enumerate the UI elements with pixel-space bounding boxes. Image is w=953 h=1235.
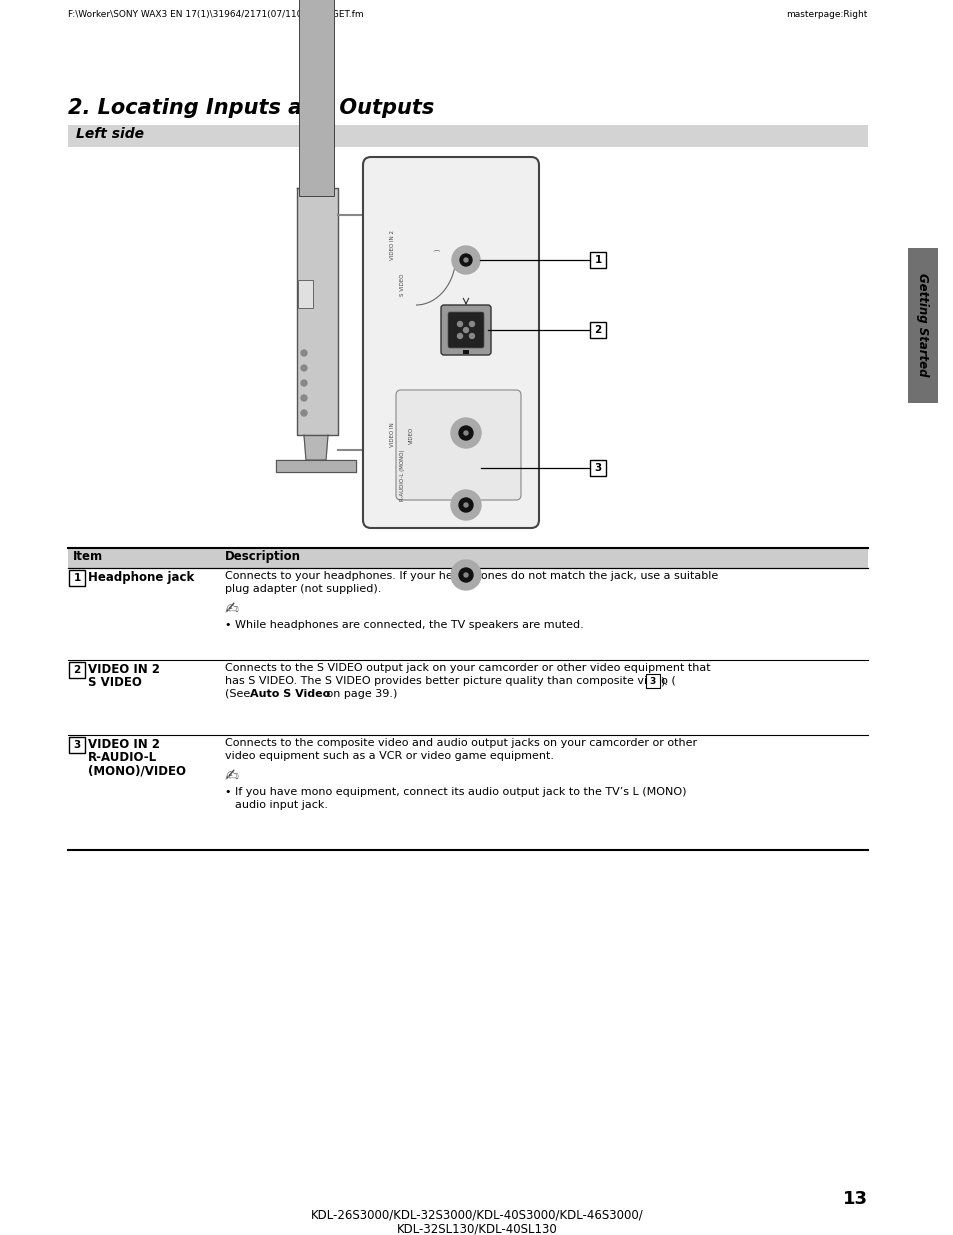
FancyBboxPatch shape — [363, 157, 538, 529]
Text: 3: 3 — [73, 740, 81, 750]
Text: Getting Started: Getting Started — [916, 273, 928, 377]
Text: 2: 2 — [594, 325, 601, 335]
Text: video equipment such as a VCR or video game equipment.: video equipment such as a VCR or video g… — [225, 751, 554, 761]
Bar — [462, 350, 469, 354]
Text: KDL-26S3000/KDL-32S3000/KDL-40S3000/KDL-46S3000/: KDL-26S3000/KDL-32S3000/KDL-40S3000/KDL-… — [311, 1208, 642, 1221]
Text: ✍: ✍ — [225, 767, 238, 785]
Text: has S VIDEO. The S VIDEO provides better picture quality than composite video (: has S VIDEO. The S VIDEO provides better… — [225, 676, 675, 685]
Circle shape — [451, 417, 480, 448]
Text: Item: Item — [73, 550, 103, 563]
FancyBboxPatch shape — [69, 737, 85, 753]
Text: S VIDEO: S VIDEO — [400, 274, 405, 296]
Text: R-AUDIO-L: R-AUDIO-L — [88, 751, 157, 764]
Text: 3: 3 — [649, 677, 656, 685]
Text: (See: (See — [225, 689, 253, 699]
Circle shape — [463, 258, 468, 262]
Circle shape — [469, 321, 474, 326]
Circle shape — [459, 254, 472, 266]
Text: Auto S Video: Auto S Video — [250, 689, 330, 699]
Text: Left side: Left side — [76, 127, 144, 141]
Circle shape — [451, 559, 480, 590]
FancyBboxPatch shape — [69, 662, 85, 678]
Text: S VIDEO: S VIDEO — [88, 676, 142, 689]
Text: 2. Locating Inputs and Outputs: 2. Locating Inputs and Outputs — [68, 98, 434, 119]
Bar — [907, 248, 937, 403]
Circle shape — [458, 498, 473, 513]
Circle shape — [463, 503, 468, 508]
Text: KDL-32SL130/KDL-40SL130: KDL-32SL130/KDL-40SL130 — [396, 1221, 557, 1235]
Circle shape — [463, 327, 468, 332]
FancyBboxPatch shape — [395, 390, 520, 500]
FancyBboxPatch shape — [69, 571, 85, 585]
Circle shape — [301, 395, 307, 401]
FancyBboxPatch shape — [589, 252, 605, 268]
Text: plug adapter (not supplied).: plug adapter (not supplied). — [225, 584, 381, 594]
Text: Description: Description — [225, 550, 301, 563]
Circle shape — [457, 321, 462, 326]
Text: Headphone jack: Headphone jack — [88, 571, 194, 584]
Circle shape — [469, 333, 474, 338]
Circle shape — [458, 568, 473, 582]
Bar — [298, 0, 334, 196]
FancyBboxPatch shape — [645, 674, 659, 688]
Circle shape — [301, 366, 307, 370]
Circle shape — [451, 490, 480, 520]
Text: (MONO)/VIDEO: (MONO)/VIDEO — [88, 764, 186, 777]
Text: Connects to your headphones. If your headphones do not match the jack, use a sui: Connects to your headphones. If your hea… — [225, 571, 718, 580]
Bar — [68, 125, 867, 147]
Text: ✍: ✍ — [225, 600, 238, 618]
Circle shape — [301, 350, 307, 356]
Text: VIDEO IN: VIDEO IN — [390, 422, 395, 447]
Text: 1: 1 — [594, 254, 601, 266]
Text: R-AUDIO-L (MONO): R-AUDIO-L (MONO) — [400, 450, 405, 501]
Text: VIDEO IN 2: VIDEO IN 2 — [88, 739, 160, 751]
Text: F:\Worker\SONY WAX3 EN 17(1)\31964/2171(07/1107)\050GET.fm: F:\Worker\SONY WAX3 EN 17(1)\31964/2171(… — [68, 10, 363, 19]
Polygon shape — [296, 188, 337, 435]
FancyBboxPatch shape — [589, 322, 605, 338]
Text: VIDEO IN 2: VIDEO IN 2 — [390, 230, 395, 261]
Text: Connects to the S VIDEO output jack on your camcorder or other video equipment t: Connects to the S VIDEO output jack on y… — [225, 663, 710, 673]
Text: ⁀: ⁀ — [433, 253, 438, 259]
Text: Connects to the composite video and audio output jacks on your camcorder or othe: Connects to the composite video and audi… — [225, 739, 697, 748]
Circle shape — [301, 380, 307, 387]
Circle shape — [452, 246, 479, 274]
Circle shape — [458, 426, 473, 440]
Text: 1: 1 — [73, 573, 81, 583]
FancyBboxPatch shape — [589, 459, 605, 475]
FancyBboxPatch shape — [440, 305, 491, 354]
Circle shape — [457, 333, 462, 338]
Circle shape — [301, 410, 307, 416]
Text: ).: ). — [659, 676, 667, 685]
Text: VIDEO: VIDEO — [408, 426, 413, 443]
Text: 2: 2 — [73, 664, 81, 676]
Text: 3: 3 — [594, 463, 601, 473]
Polygon shape — [304, 435, 328, 459]
Text: on page 39.): on page 39.) — [323, 689, 397, 699]
Circle shape — [463, 573, 468, 577]
Text: audio input jack.: audio input jack. — [234, 800, 328, 810]
Text: 13: 13 — [842, 1191, 867, 1208]
Bar — [297, 280, 313, 308]
Polygon shape — [275, 459, 355, 472]
Text: VIDEO IN 2: VIDEO IN 2 — [88, 663, 160, 676]
Circle shape — [463, 431, 468, 435]
Text: • If you have mono equipment, connect its audio output jack to the TV’s L (MONO): • If you have mono equipment, connect it… — [225, 787, 686, 797]
Text: • While headphones are connected, the TV speakers are muted.: • While headphones are connected, the TV… — [225, 620, 583, 630]
FancyBboxPatch shape — [448, 312, 483, 348]
Bar — [68, 548, 867, 568]
Text: masterpage:Right: masterpage:Right — [786, 10, 867, 19]
